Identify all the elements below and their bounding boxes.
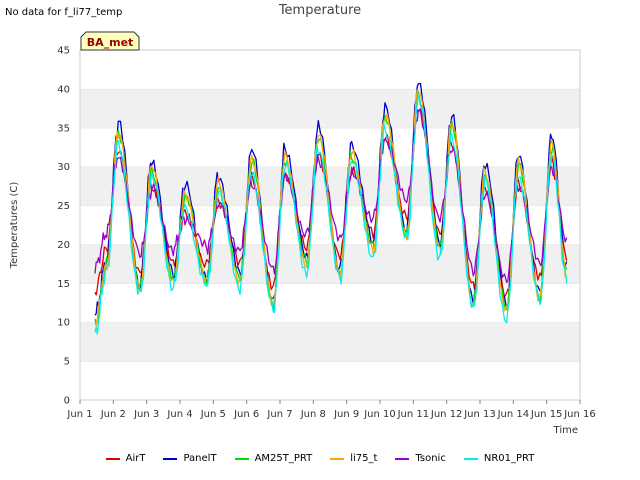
- y-tick-label: 5: [64, 357, 70, 368]
- legend-swatch: [105, 457, 120, 460]
- plot-frame: [79, 49, 581, 401]
- grid-band: [80, 283, 580, 323]
- grid-band: [80, 50, 580, 89]
- chart-title: Temperature: [278, 3, 362, 18]
- y-tick-label: 45: [57, 46, 70, 57]
- x-tick-label: Jun 11: [397, 409, 430, 420]
- grid-band: [80, 127, 580, 167]
- x-tick-label: Jun 6: [233, 409, 259, 420]
- legend-label: Tsonic: [415, 453, 446, 464]
- x-tick-label: Jun 13: [463, 409, 496, 420]
- legend-item: PanelT: [163, 453, 217, 464]
- legend-item: Tsonic: [395, 453, 446, 464]
- y-tick-label: 20: [57, 240, 70, 251]
- x-tick-label: Jun 2: [100, 409, 126, 420]
- legend-swatch: [463, 457, 478, 460]
- x-tick-label: Jun 12: [430, 409, 463, 420]
- series-line-nr01-prt: [94, 92, 568, 335]
- ba-met-badge: BA_met: [80, 31, 140, 51]
- grid-band: [80, 88, 580, 128]
- grid-bands: [80, 49, 580, 400]
- y-tick-label: 25: [57, 201, 70, 212]
- x-tick-label: Jun 8: [300, 409, 326, 420]
- legend-swatch: [395, 457, 410, 460]
- y-tick-label: 10: [57, 318, 70, 329]
- y-tick-label: 40: [57, 84, 70, 95]
- y-tick-label: 0: [64, 396, 70, 407]
- x-tick-label: Jun 1: [66, 409, 92, 420]
- series-lines: [94, 82, 568, 335]
- legend-swatch: [330, 457, 345, 460]
- legend-item: AM25T_PRT: [234, 453, 313, 464]
- chart-legend: AirT PanelT AM25T_PRT li75_t Tsonic NR01_PRT: [0, 453, 640, 464]
- grid-band: [80, 322, 580, 362]
- x-tick-label: Jun 5: [200, 409, 226, 420]
- badge-label: BA_met: [87, 36, 134, 49]
- x-tick-label: Jun 14: [497, 409, 530, 420]
- x-tick-label: Jun 4: [166, 409, 192, 420]
- legend-item: AirT: [105, 453, 146, 464]
- legend-label: NR01_PRT: [483, 453, 535, 464]
- y-tick-label: 30: [57, 162, 70, 173]
- legend-item: NR01_PRT: [463, 453, 535, 464]
- legend-label: AirT: [125, 453, 146, 464]
- y-tick-label: 15: [57, 279, 70, 290]
- legend-label: AM25T_PRT: [254, 453, 313, 464]
- x-tick-label: Jun 9: [333, 409, 359, 420]
- series-line-tsonic: [94, 109, 568, 283]
- x-tick-label: Jun 16: [563, 409, 596, 420]
- x-tick-label: Jun 10: [363, 409, 396, 420]
- x-tick-label: Jun 3: [133, 409, 159, 420]
- legend-item: li75_t: [330, 453, 377, 464]
- grid-band: [80, 361, 580, 400]
- y-tick-label: 35: [57, 123, 70, 134]
- y-axis-label: Temperatures (C): [9, 182, 20, 270]
- legend-swatch: [163, 457, 178, 460]
- x-tick-label: Jun 7: [266, 409, 292, 420]
- x-axis-label: Time: [553, 425, 578, 436]
- y-axis-ticks: 0 5 10 15 20 25 30 35 40 45: [57, 46, 70, 407]
- legend-label: li75_t: [350, 453, 378, 464]
- legend-label: PanelT: [183, 453, 217, 464]
- x-tick-label: Jun 15: [530, 409, 563, 420]
- x-axis-ticks: Jun 1 Jun 2 Jun 3 Jun 4 Jun 5 Jun 6 Jun 7 Jun 8…: [66, 400, 596, 420]
- no-data-message: No data for f_li77_temp: [5, 7, 123, 18]
- legend-swatch: [234, 457, 249, 460]
